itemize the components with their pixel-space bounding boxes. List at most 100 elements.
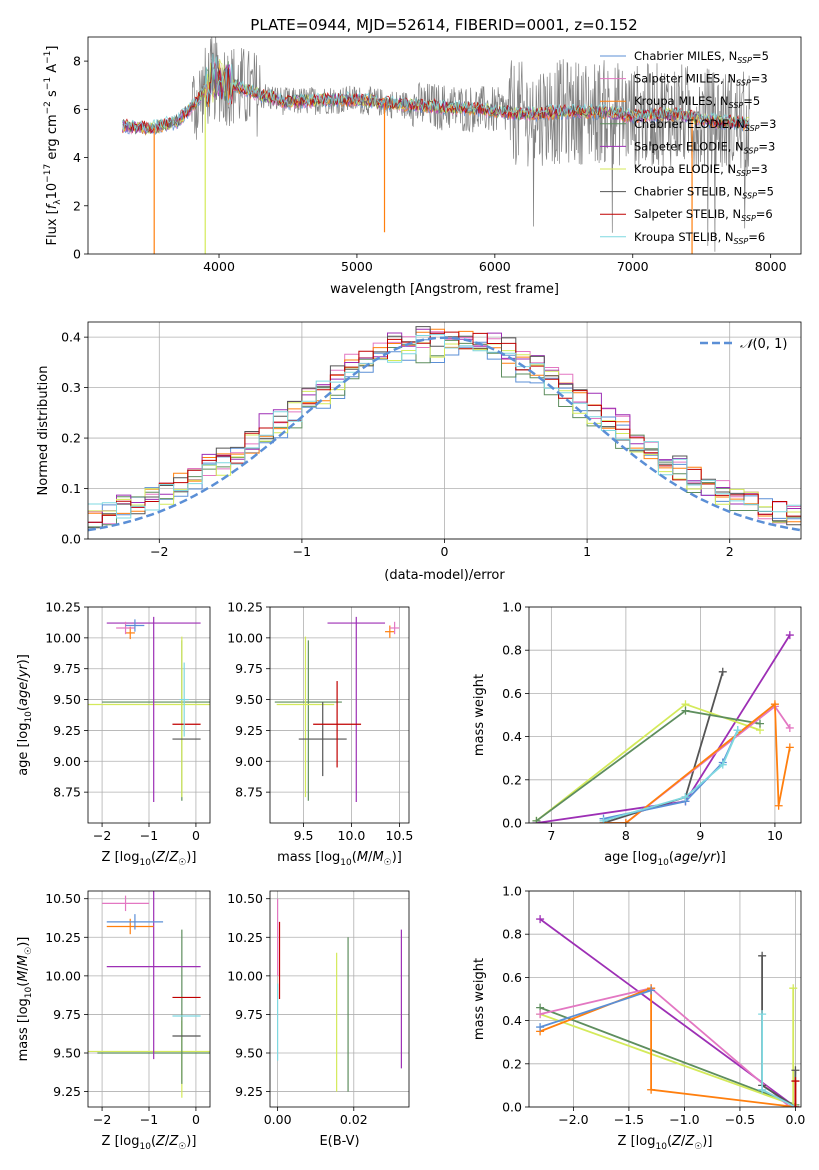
legend-label: Kroupa ELODIE, NSSP=3 [634,162,768,178]
tick-label-y: 0.0 [61,532,81,547]
label-part: age [log [16,723,31,776]
label-part: ☉ [24,947,34,955]
label-part: / [698,850,703,865]
label-part: age [log [604,850,657,865]
tick-label-y: 10.00 [45,630,81,645]
weight-line [761,955,797,1107]
tick-label-x: 9 [696,828,704,843]
weight-marker [758,951,767,960]
legend-value: =3 [758,139,775,153]
legend-sub: SSP [734,237,749,246]
tick-label-y: 9.25 [235,723,263,738]
tick-label-y: 8.75 [53,785,81,800]
weight-marker [718,760,727,769]
label-part: E(B-V) [319,1134,359,1149]
label-part: age [16,682,31,706]
label-part: Z [684,1134,695,1149]
label-part: / [165,850,170,865]
label-part: / [16,677,31,682]
x-axis-label: mass [log10(M/M☉)] [277,850,402,868]
weight-marker [647,1085,656,1094]
tick-label-y: 0.2 [502,772,522,787]
tick-label-y: 0.3 [61,380,81,395]
label-part: ] [45,46,60,51]
legend-sub: SSP [741,214,756,223]
legend-label: Salpeter STELIB, NSSP=6 [634,207,773,223]
tick-label-y: 9.50 [53,1046,81,1061]
legend-sub: SSP [729,101,744,110]
label-part: )] [16,654,31,664]
legend-sub: SSP [736,79,751,88]
tick-label-y: 9.00 [235,754,263,769]
weight-line [539,989,652,1028]
label-part: 10 [139,1142,151,1152]
label-part: s [45,90,60,101]
legend-text: Salpeter MILES, N [634,72,736,86]
axes-frame [269,890,410,1108]
label-part: 10 [24,986,34,998]
legend-label: Chabrier STELIB, NSSP=5 [634,185,774,201]
tick-label-x: 4000 [203,259,235,274]
tick-label-x: 10.0 [338,828,366,843]
weight-line [603,729,739,820]
tick-label-x: 0.0 [786,1112,806,1127]
panel-weight_vs_Z: −2.0 −1.5 −1.0 −0.5 0.0 0.0 0.2 0.4 0.6 0.8 1.0 Z [… [472,884,805,1153]
axes-frame [528,890,802,1108]
label-part: / [16,965,31,970]
label-part: M [372,850,383,865]
tick-label-y: 1.0 [502,884,522,899]
label-part: age [674,850,698,865]
tick-label-y: 10.00 [227,968,263,983]
weight-marker [791,1066,800,1075]
weight-marker [774,801,783,810]
label-part: Z [671,1134,682,1149]
panel-residuals: −2 −1 0 1 2 0.0 0.1 0.2 0.3 0.4 (data-model)/error… [36,321,802,583]
tick-label-y: 0.8 [502,927,522,942]
label-part: )] [392,850,402,865]
tick-label-x: 7 [547,828,555,843]
label-part: −1 [43,51,53,64]
legend-value: =5 [752,49,769,63]
label-part: yr [16,663,31,679]
tick-label-y: 1.0 [502,600,522,615]
weight-line [603,729,739,822]
legend-label: Salpeter ELODIE, NSSP=3 [634,139,775,155]
label-part: mass [log [16,998,31,1061]
legend-label: Kroupa STELIB, NSSP=6 [634,230,765,246]
tick-label-y: 10.00 [227,630,263,645]
model-spectrum-line [122,53,750,133]
tick-label-y: 10.25 [227,930,263,945]
legend-label: Chabrier MILES, NSSP=5 [634,49,769,65]
label-part: ( [151,850,156,865]
label-part: Flux [ [45,209,60,245]
label-part: −17 [43,164,53,183]
tick-label-x: −0.5 [725,1112,755,1127]
legend-value: =3 [760,117,777,131]
tick-label-y: 8 [73,54,81,69]
tick-label-x: −2 [93,828,111,843]
legend-label: Kroupa MILES, NSSP=5 [634,94,760,110]
weight-marker [681,706,690,715]
tick-label-x: −2 [150,544,168,559]
label-part: −2 [43,101,53,114]
label-part: ☉ [178,1142,186,1152]
tick-label-y: 0.6 [502,970,522,985]
label-part: Z [155,1134,166,1149]
label-part: ( [352,850,357,865]
weight-marker [536,915,545,924]
plot-area [88,891,210,1098]
tick-label-y: 0.1 [61,481,81,496]
legend-label: Salpeter MILES, NSSP=3 [634,72,768,88]
legend-text: Kroupa MILES, N [634,94,729,108]
tick-label-x: 2 [726,544,734,559]
axes-frame [87,890,211,1108]
weight-marker [785,631,794,640]
legend-text: Salpeter STELIB, N [634,207,741,221]
legend-sub: SSP [745,124,760,133]
weight-marker [647,986,656,995]
tick-label-y: 4 [73,150,81,165]
label-part: λ [53,199,63,205]
label-part: ☉ [384,858,392,868]
